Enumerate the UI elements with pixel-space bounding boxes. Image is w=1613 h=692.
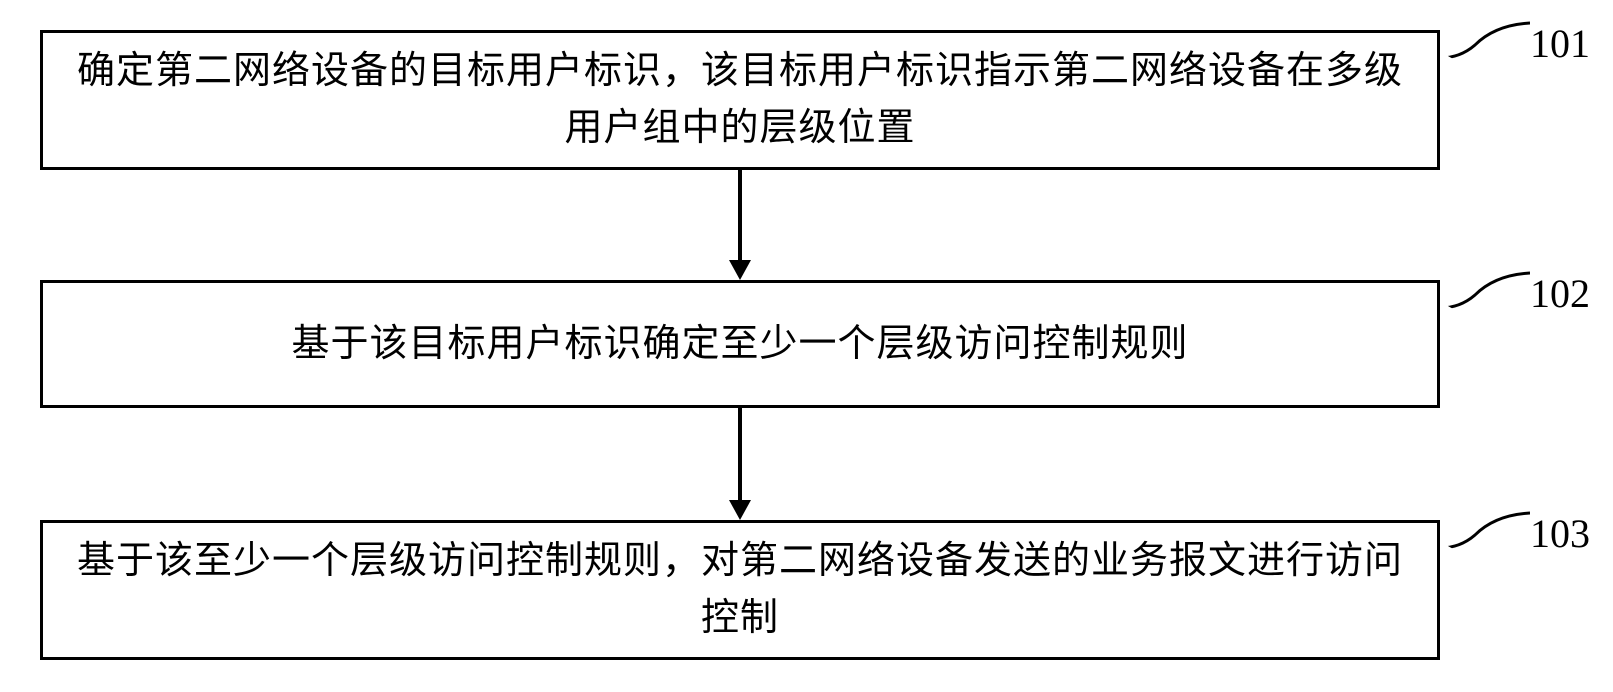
flow-node-step3-text: 基于该至少一个层级访问控制规则，对第二网络设备发送的业务报文进行访问控制 — [63, 533, 1417, 647]
connector-step1 — [1440, 20, 1530, 60]
step-label-102: 102 — [1530, 270, 1590, 317]
flow-node-step2: 基于该目标用户标识确定至少一个层级访问控制规则 — [40, 280, 1440, 408]
arrow-1-2-head — [729, 260, 751, 280]
connector-step3 — [1440, 510, 1530, 550]
connector-step2 — [1440, 270, 1530, 310]
arrow-1-2-line — [738, 170, 742, 262]
arrow-2-3-head — [729, 500, 751, 520]
arrow-2-3-line — [738, 408, 742, 502]
step-label-101: 101 — [1530, 20, 1590, 67]
flow-node-step1: 确定第二网络设备的目标用户标识，该目标用户标识指示第二网络设备在多级用户组中的层… — [40, 30, 1440, 170]
flow-node-step2-text: 基于该目标用户标识确定至少一个层级访问控制规则 — [291, 316, 1188, 373]
step-label-103: 103 — [1530, 510, 1590, 557]
flow-node-step3: 基于该至少一个层级访问控制规则，对第二网络设备发送的业务报文进行访问控制 — [40, 520, 1440, 660]
flow-node-step1-text: 确定第二网络设备的目标用户标识，该目标用户标识指示第二网络设备在多级用户组中的层… — [63, 43, 1417, 157]
flowchart-canvas: 确定第二网络设备的目标用户标识，该目标用户标识指示第二网络设备在多级用户组中的层… — [0, 0, 1613, 692]
